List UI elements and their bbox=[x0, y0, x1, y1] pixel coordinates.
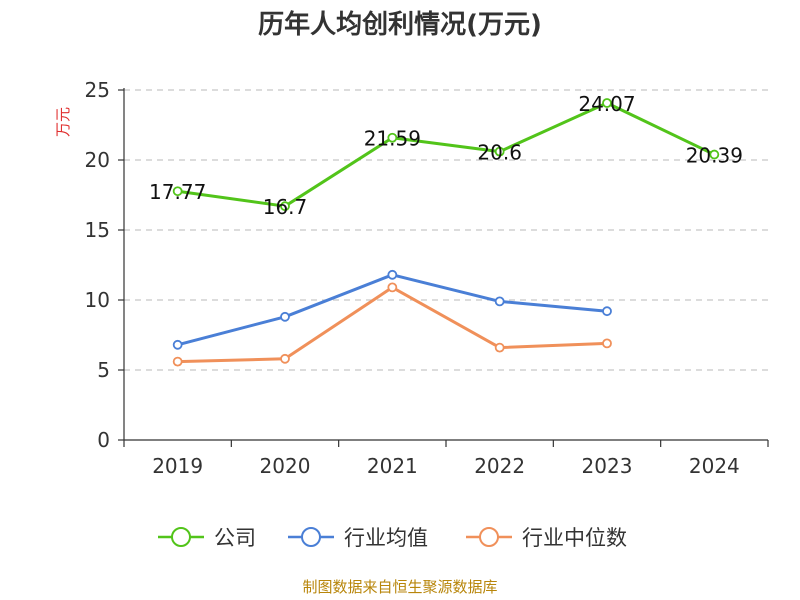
data-point bbox=[280, 353, 290, 364]
y-tick-label: 20 bbox=[85, 148, 110, 172]
y-tick-label: 25 bbox=[85, 78, 110, 102]
x-tick-label: 2024 bbox=[689, 454, 740, 478]
data-label: 20.39 bbox=[686, 144, 743, 168]
chart-title: 历年人均创利情况(万元) bbox=[258, 9, 542, 40]
series-line-2 bbox=[177, 285, 608, 364]
data-point bbox=[387, 282, 398, 293]
data-point bbox=[387, 132, 398, 143]
legend-item-2[interactable]: 行业中位数 bbox=[466, 526, 627, 550]
legend-label: 行业均值 bbox=[344, 526, 428, 550]
legend-label: 行业中位数 bbox=[522, 526, 627, 550]
data-point bbox=[494, 296, 505, 307]
data-point bbox=[602, 98, 612, 108]
data-point bbox=[172, 356, 183, 367]
data-label: 24.07 bbox=[578, 92, 635, 116]
legend-item-0[interactable]: 公司 bbox=[158, 526, 256, 550]
data-labels: 17.77 16.7 21.59 20.6 24.07 20.39 bbox=[149, 92, 743, 219]
x-tick-label: 2023 bbox=[582, 454, 633, 478]
data-label: 17.77 bbox=[149, 180, 206, 204]
data-label: 21.59 bbox=[364, 127, 421, 151]
data-point bbox=[494, 342, 505, 353]
data-point bbox=[387, 269, 398, 280]
series-layer bbox=[172, 98, 720, 367]
grid-lines bbox=[124, 89, 768, 371]
legend-marker bbox=[479, 527, 499, 547]
source-note: 制图数据来自恒生聚源数据库 bbox=[302, 578, 497, 596]
x-tick-label: 2019 bbox=[152, 454, 203, 478]
x-tick-label: 2020 bbox=[260, 454, 311, 478]
x-tick-label: 2022 bbox=[474, 454, 525, 478]
series-line-0 bbox=[177, 101, 715, 208]
y-tick-label: 0 bbox=[97, 428, 110, 452]
legend-marker bbox=[301, 527, 321, 547]
legend-marker bbox=[171, 527, 191, 547]
data-point bbox=[280, 201, 290, 212]
data-point bbox=[280, 311, 290, 322]
data-point bbox=[709, 149, 720, 160]
data-point bbox=[172, 339, 183, 350]
legend[interactable]: 公司 行业均值 行业中位数 bbox=[158, 526, 627, 550]
y-tick-label: 15 bbox=[85, 218, 110, 242]
data-point bbox=[494, 146, 505, 157]
x-tick-label: 2021 bbox=[367, 454, 418, 478]
data-label: 16.7 bbox=[263, 195, 308, 219]
data-point bbox=[602, 306, 612, 317]
y-axis-label: 万元 bbox=[54, 107, 72, 137]
y-tick-label: 5 bbox=[97, 358, 110, 382]
legend-item-1[interactable]: 行业均值 bbox=[288, 526, 428, 550]
legend-label: 公司 bbox=[214, 526, 256, 550]
y-tick-label: 10 bbox=[85, 288, 110, 312]
data-point bbox=[602, 338, 612, 349]
data-point bbox=[172, 186, 183, 197]
data-label: 20.6 bbox=[477, 141, 522, 165]
axes: 0 5 10 15 20 25 2019 2020 2021 2022 2023 2024 bbox=[85, 78, 769, 478]
